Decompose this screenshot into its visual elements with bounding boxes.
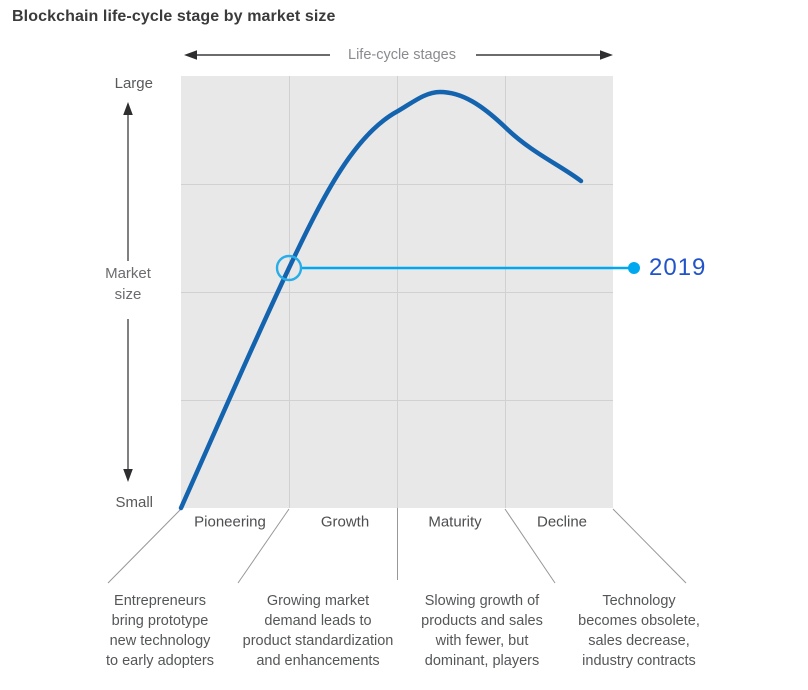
- gridline-horizontal-1: [181, 183, 613, 185]
- lifecycle-stages-axis-label: Life-cycle stages: [348, 47, 456, 63]
- stage-description-decline: Technology becomes obsolete, sales decre…: [578, 593, 700, 669]
- gridline-horizontal-2: [181, 291, 613, 293]
- stage-label-decline: Decline: [536, 513, 588, 531]
- chart-title: Blockchain life-cycle stage by market si…: [12, 8, 336, 25]
- connector-line-5: [612, 508, 687, 584]
- year-callout-dot-icon: [628, 262, 640, 274]
- stage-label-pioneering: Pioneering: [194, 513, 266, 531]
- year-annotation: 2019: [649, 254, 707, 281]
- market-size-arrow-head-up-icon: [123, 102, 133, 115]
- gridline-horizontal-3: [181, 399, 613, 401]
- plot-area: [181, 76, 613, 508]
- connector-line-1: [107, 508, 182, 584]
- y-axis-title: Market size: [105, 265, 151, 303]
- lifecycle-arrow-head-left-icon: [184, 50, 197, 60]
- y-axis-large-label: Large: [114, 75, 153, 92]
- y-axis-small-label: Small: [115, 494, 153, 511]
- lifecycle-arrow-head-right-icon: [600, 50, 613, 60]
- market-size-arrow-head-down-icon: [123, 469, 133, 482]
- stage-label-maturity: Maturity: [428, 513, 482, 531]
- stage-description-pioneering: Entrepreneurs bring prototype new techno…: [105, 593, 215, 669]
- stage-description-maturity: Slowing growth of products and sales wit…: [421, 593, 543, 669]
- stage-description-growth: Growing market demand leads to product s…: [242, 593, 394, 669]
- stage-label-growth: Growth: [320, 513, 370, 531]
